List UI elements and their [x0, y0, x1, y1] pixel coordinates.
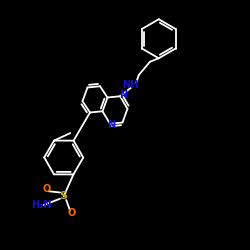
- Text: H₂N: H₂N: [31, 200, 52, 210]
- Text: N: N: [107, 120, 115, 130]
- Text: NH: NH: [122, 80, 138, 90]
- Text: S: S: [60, 191, 68, 201]
- Text: N: N: [119, 90, 127, 100]
- Text: O: O: [42, 184, 51, 194]
- Text: O: O: [68, 208, 76, 218]
